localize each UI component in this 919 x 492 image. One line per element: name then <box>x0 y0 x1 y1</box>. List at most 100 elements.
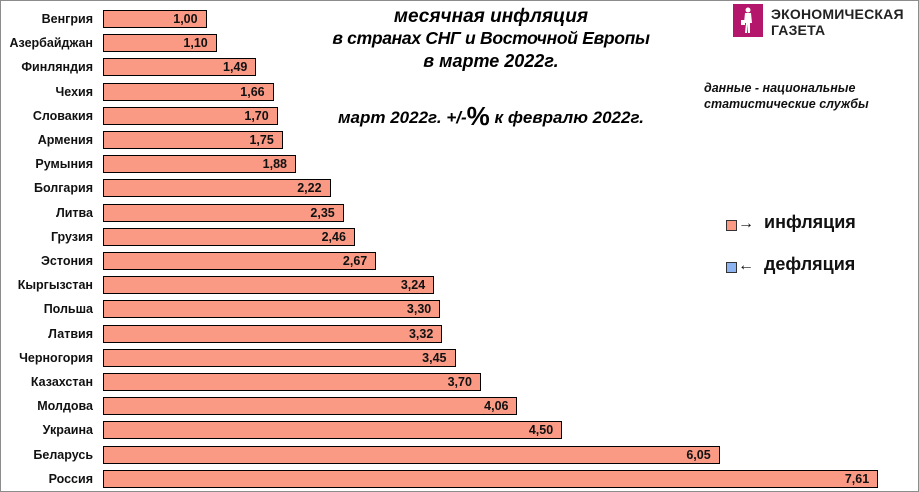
category-label: Грузия <box>50 229 93 244</box>
left-arrow-icon: ← <box>738 257 754 274</box>
bar-row: Россия 7,61 <box>1 469 901 488</box>
bar-row: Польша 3,30 <box>1 300 901 319</box>
category-label: Словакия <box>32 108 93 123</box>
bar: 1,49 <box>103 58 257 77</box>
bar: 1,75 <box>103 131 283 149</box>
bar-row: Латвия 3,32 <box>1 324 901 343</box>
bar: 1,00 <box>103 10 207 28</box>
category-label: Черногория <box>19 350 93 365</box>
percent-sign: % <box>466 101 490 131</box>
bar-row: Финляндия 1,49 <box>1 58 901 77</box>
bar-row: Чехия 1,66 <box>1 82 901 101</box>
legend-label: инфляция <box>764 212 856 232</box>
bar-row: Армения 1,75 <box>1 131 901 149</box>
bar-row: Азербайджан 1,10 <box>1 34 901 53</box>
bar: 1,66 <box>103 82 274 101</box>
bar: 2,35 <box>103 203 344 222</box>
right-arrow-icon: → <box>738 215 754 232</box>
legend-label: дефляция <box>764 254 856 274</box>
category-label: Казахстан <box>30 375 93 389</box>
category-label: Армения <box>37 133 93 147</box>
chart-title-line1: месячная инфляция <box>393 6 589 27</box>
category-label: Болгария <box>33 181 93 196</box>
bar-value-label: 3,45 <box>422 350 447 365</box>
subtitle-prefix: март 2022г. +/- <box>337 108 467 127</box>
category-label: Кыргызстан <box>17 278 93 293</box>
category-label: Украина <box>42 423 93 438</box>
bar: 1,88 <box>103 155 296 174</box>
bar-value-label: 1,10 <box>183 36 208 51</box>
bar: 2,67 <box>103 252 377 270</box>
bar: 3,45 <box>103 348 456 367</box>
bar-row: Литва 2,35 <box>1 203 901 222</box>
bar: 2,22 <box>103 179 331 198</box>
category-label: Венгрия <box>41 12 93 26</box>
chart-subtitle: март 2022г. +/-% к февралю 2022г. <box>301 101 681 132</box>
bar-row: Кыргызстан 3,24 <box>1 276 901 295</box>
source-note-line1: данные - национальные <box>704 81 856 95</box>
category-label: Литва <box>55 205 93 220</box>
bar: 3,30 <box>103 300 441 319</box>
bar-value-label: 3,30 <box>406 302 432 317</box>
bar: 6,05 <box>103 445 720 464</box>
bar-value-label: 1,00 <box>173 12 198 26</box>
bar-value-label: 3,70 <box>447 375 472 389</box>
bar: 1,70 <box>103 106 278 125</box>
category-label: Латвия <box>48 326 93 341</box>
bar-value-label: 1,66 <box>240 84 265 99</box>
logo-text-line2: ГАЗЕТА <box>771 22 826 38</box>
deflation-swatch-icon <box>726 262 737 273</box>
category-label: Финляндия <box>21 60 93 75</box>
bar-value-label: 1,49 <box>223 60 248 75</box>
logo: ЭКОНОМИЧЕСКАЯ ГАЗЕТА <box>733 4 918 42</box>
category-label: Румыния <box>35 157 93 172</box>
category-label: Чехия <box>55 84 94 99</box>
bar-value-label: 2,67 <box>342 254 368 268</box>
bar: 3,24 <box>103 276 435 295</box>
bar: 1,10 <box>103 34 217 53</box>
bar-row: Словакия 1,70 <box>1 106 901 125</box>
bar-row: Грузия 2,46 <box>1 227 901 246</box>
category-label: Россия <box>48 471 93 486</box>
logo-text-line1: ЭКОНОМИЧЕСКАЯ <box>771 6 904 22</box>
bar-value-label: 2,46 <box>321 229 346 244</box>
chart-title-line3: в марте 2022г. <box>423 51 559 71</box>
bar: 7,61 <box>103 469 879 488</box>
bar-row: Болгария 2,22 <box>1 179 901 198</box>
category-label: Молдова <box>37 399 93 414</box>
bar-value-label: 2,22 <box>297 181 322 196</box>
bar-value-label: 4,06 <box>484 399 509 414</box>
source-note-line2: статистические службы <box>704 97 869 111</box>
inflation-swatch-icon <box>726 220 737 231</box>
category-label: Эстония <box>41 254 93 268</box>
bar-row: Черногория 3,45 <box>1 348 901 367</box>
category-label: Беларусь <box>33 447 93 462</box>
bar-value-label: 4,50 <box>528 423 554 438</box>
bar-row: Молдова 4,06 <box>1 397 901 416</box>
bar-value-label: 2,35 <box>310 205 335 220</box>
bar: 3,70 <box>103 373 481 391</box>
category-label: Польша <box>43 302 93 317</box>
category-label: Азербайджан <box>9 36 93 51</box>
bar-row: Украина 4,50 <box>1 421 901 440</box>
bar: 4,06 <box>103 397 518 416</box>
bar-value-label: 3,32 <box>408 326 434 341</box>
bar-row: Венгрия 1,00 <box>1 10 901 28</box>
bar: 2,46 <box>103 227 355 246</box>
bar-value-label: 1,70 <box>244 108 269 123</box>
bar-row: Казахстан 3,70 <box>1 373 901 391</box>
bar-value-label: 1,88 <box>262 157 287 172</box>
bar-row: Румыния 1,88 <box>1 155 901 174</box>
bar-value-label: 1,75 <box>249 133 274 147</box>
bar-value-label: 7,61 <box>844 471 870 486</box>
bar-value-label: 3,24 <box>400 278 426 293</box>
bar: 3,32 <box>103 324 443 343</box>
walking-person-logo-icon <box>733 4 763 37</box>
bar-row: Беларусь 6,05 <box>1 445 901 464</box>
chart-title-line2: в странах СНГ и Восточной Европы <box>332 28 650 48</box>
subtitle-suffix: к февралю 2022г. <box>489 108 645 127</box>
bar: 4,50 <box>103 421 563 440</box>
bar-value-label: 6,05 <box>686 447 711 462</box>
bar-row: Эстония 2,67 <box>1 252 901 270</box>
